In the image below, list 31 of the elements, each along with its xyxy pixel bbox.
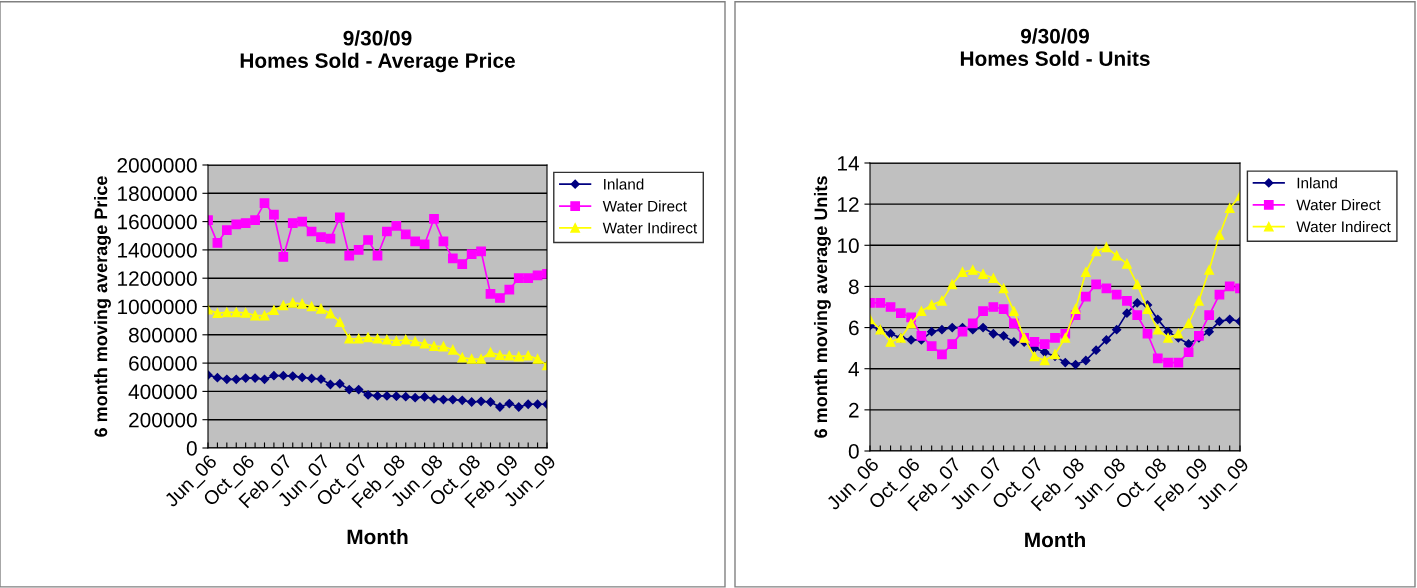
y-tick-label: 8 [848, 279, 859, 295]
y-axis-title: 6 month moving average Price [94, 176, 111, 437]
y-tick-label: 14 [838, 156, 859, 171]
y-tick-label: 1800000 [118, 186, 197, 202]
y-tick-label: 1000000 [118, 299, 197, 315]
legend-label: Inland [604, 178, 644, 190]
y-tick-label: 2000000 [117, 158, 197, 173]
y-tick-label: 2 [849, 402, 859, 418]
y-tick-label: 4 [848, 361, 859, 377]
y-tick-label: 1200000 [118, 271, 197, 286]
y-tick-label: 10 [838, 238, 859, 254]
y-tick-label: 12 [838, 197, 859, 212]
y-tick-label: 6 [849, 320, 859, 336]
y-tick-label: 200000 [129, 412, 197, 428]
y-tick-label: 0 [186, 441, 197, 456]
legend-label: Water Indirect [1296, 220, 1391, 233]
y-axis-title: 6 month moving average Units [813, 176, 831, 438]
chart-title: 9/30/09 Homes Sold - Average Price [240, 30, 515, 73]
legend-label: Water Direct [1296, 199, 1381, 211]
x-axis-title: Month [1025, 531, 1085, 548]
y-tick-label: 1600000 [118, 214, 197, 230]
y-tick-label: 800000 [128, 327, 197, 343]
x-axis-title: Month [347, 528, 408, 545]
y-tick-label: 1400000 [118, 242, 197, 258]
chart-title: 9/30/09 Homes Sold - Units [960, 28, 1150, 66]
y-tick-label: 400000 [128, 384, 197, 400]
legend-label: Water Direct [602, 200, 687, 212]
legend-label: Inland [1297, 177, 1337, 189]
legend-label: Water Indirect [602, 222, 698, 234]
y-tick-label: 600000 [129, 356, 197, 371]
y-tick-label: 0 [848, 444, 859, 459]
